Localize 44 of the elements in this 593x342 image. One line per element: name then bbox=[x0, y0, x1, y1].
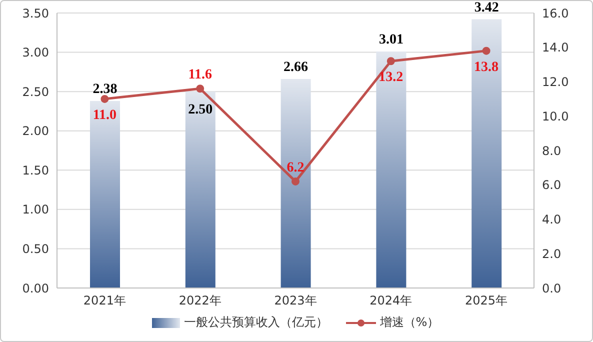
y-tick-label: 1.00 bbox=[22, 202, 49, 217]
data-label: 3.42 bbox=[474, 0, 499, 16]
y-tick-label: 0.00 bbox=[22, 281, 49, 296]
legend-label: 增速（%） bbox=[380, 314, 440, 331]
point bbox=[386, 57, 395, 66]
bar bbox=[185, 92, 216, 288]
y2-tick-label: 4.0 bbox=[542, 212, 562, 227]
y2-tick-label: 10.0 bbox=[542, 109, 569, 124]
x-tick-label: 2021年 bbox=[83, 294, 126, 308]
data-label: 11.0 bbox=[92, 108, 117, 123]
y-tick-label: 2.50 bbox=[22, 84, 49, 99]
bar bbox=[280, 79, 311, 288]
y-tick-label: 1.50 bbox=[22, 163, 49, 178]
y2-tick-label: 0.0 bbox=[542, 281, 562, 296]
data-label: 11.6 bbox=[188, 68, 212, 83]
legend-label: 一般公共预算收入（亿元） bbox=[184, 314, 328, 331]
data-label: 3.01 bbox=[378, 32, 404, 48]
point bbox=[196, 84, 204, 93]
point bbox=[482, 46, 490, 55]
y2-tick-label: 12.0 bbox=[542, 75, 569, 90]
x-tick-label: 2025年 bbox=[465, 294, 508, 308]
bar bbox=[472, 19, 502, 288]
data-label: 2.50 bbox=[188, 102, 213, 118]
bar bbox=[90, 101, 120, 288]
data-label: 2.38 bbox=[92, 82, 118, 97]
y-tick-label: 3.50 bbox=[22, 6, 49, 20]
data-label: 13.2 bbox=[378, 70, 404, 86]
y2-tick-label: 8.0 bbox=[542, 144, 562, 158]
data-label: 13.8 bbox=[474, 60, 499, 75]
x-tick-label: 2023年 bbox=[274, 294, 317, 308]
x-tick-label: 2022年 bbox=[178, 294, 222, 308]
y2-tick-label: 2.0 bbox=[542, 246, 562, 261]
bar bbox=[376, 52, 406, 288]
y-tick-label: 0.50 bbox=[22, 242, 49, 256]
y2-tick-label: 6.0 bbox=[542, 178, 562, 192]
data-label: 2.66 bbox=[284, 60, 308, 75]
y-tick-label: 2.00 bbox=[22, 124, 49, 138]
point bbox=[292, 177, 300, 186]
y-tick-label: 3.00 bbox=[22, 46, 49, 60]
x-tick-label: 2024年 bbox=[370, 294, 412, 308]
y2-tick-label: 16.0 bbox=[542, 6, 569, 20]
data-label: 6.2 bbox=[286, 160, 304, 176]
y2-tick-label: 14.0 bbox=[542, 40, 569, 55]
point bbox=[100, 94, 109, 103]
